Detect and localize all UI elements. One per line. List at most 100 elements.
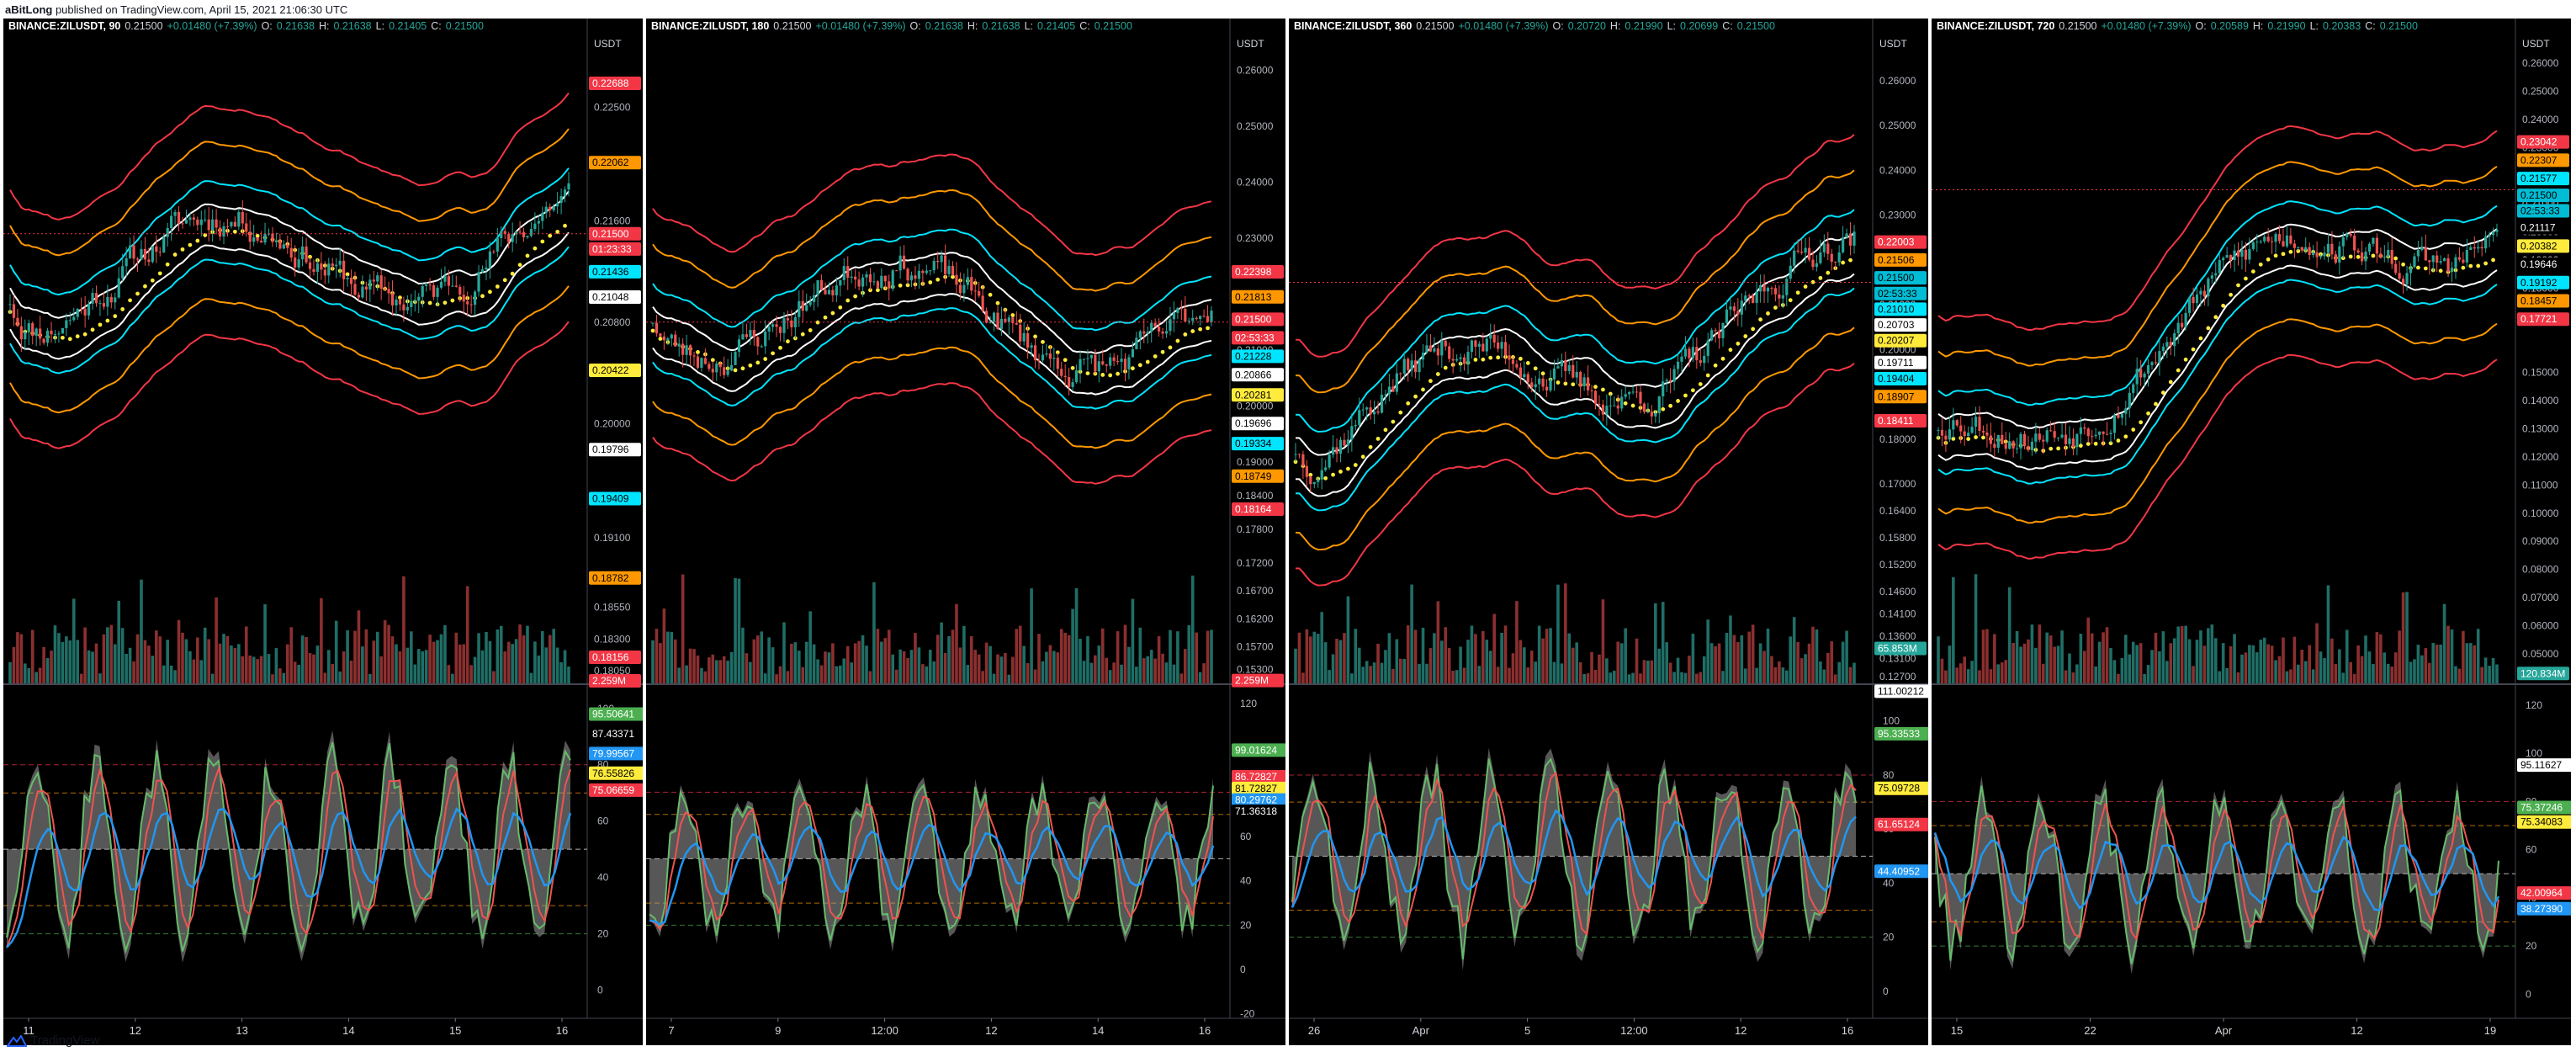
candle-body — [2413, 256, 2416, 268]
candle-body — [2161, 346, 2165, 352]
ema-dot — [1308, 472, 1313, 477]
price-badge-label: 0.21506 — [1878, 254, 1915, 266]
volume-bar — [278, 668, 282, 683]
candle-body — [2244, 249, 2248, 260]
volume-bar — [1131, 598, 1135, 683]
price-tick-label: 0.15000 — [2522, 367, 2559, 379]
osc-tick-label: 120 — [2526, 699, 2542, 711]
volume-bar — [1642, 660, 1646, 683]
ema-dot — [548, 233, 553, 238]
candle-body — [1056, 358, 1059, 369]
volume-bar — [1541, 638, 1545, 683]
candle-body — [1407, 359, 1410, 370]
volume-bar — [1142, 658, 1146, 683]
author-name[interactable]: aBitLong — [5, 3, 53, 16]
price-tick-label: 0.18300 — [594, 633, 631, 645]
volume-bar — [827, 652, 831, 683]
ema-dot — [995, 300, 1000, 305]
volume-bar — [458, 644, 462, 683]
candle-body — [2338, 246, 2341, 263]
volume-bar — [2180, 625, 2184, 683]
candle-body — [749, 330, 752, 337]
chart-panel-360[interactable]: BINANCE:ZILUSDT, 360 0.21500 +0.01480 (+7.… — [1289, 19, 1928, 1045]
volume-bar — [1067, 635, 1071, 683]
candle-body — [2356, 250, 2360, 252]
candle-body — [2450, 268, 2454, 273]
chart-svg[interactable]: USDT0.260000.250000.240000.230000.220000… — [1932, 19, 2571, 1045]
volume-bar — [1459, 646, 1462, 683]
ema-dot — [232, 229, 237, 234]
candle-body — [271, 233, 274, 242]
volume-bar — [655, 629, 659, 683]
price-tick-label: 0.26000 — [1237, 64, 1274, 76]
bollinger-outer2-upper — [1295, 134, 1855, 358]
volume-bar — [222, 634, 225, 683]
candle-body — [1094, 354, 1097, 372]
candle-body — [1462, 357, 1466, 364]
volume-bar — [1519, 640, 1523, 683]
price-badge — [2517, 667, 2569, 681]
osc-badge — [2517, 758, 2571, 773]
volume-bar — [19, 634, 24, 683]
volume-bar — [696, 655, 700, 683]
chart-panel-720[interactable]: BINANCE:ZILUSDT, 720 0.21500 +0.01480 (+7.… — [1932, 19, 2571, 1045]
candle-body — [842, 266, 845, 280]
ema-dot — [165, 262, 170, 267]
candle-body — [2202, 290, 2207, 297]
ema-dot — [1841, 260, 1846, 265]
ema-dot — [488, 289, 492, 295]
chart-panel-180[interactable]: BINANCE:ZILUSDT, 180 0.21500 +0.01480 (+7.… — [646, 19, 1285, 1045]
ema-dot — [2483, 261, 2489, 266]
candle-body — [1552, 368, 1556, 380]
candle-body — [421, 285, 424, 297]
volume-bar — [1959, 663, 1963, 683]
volume-bar — [1485, 640, 1489, 683]
volume-bar — [745, 653, 749, 683]
candle-body — [1695, 347, 1699, 361]
ema-dot — [1773, 305, 1778, 310]
chart-svg[interactable]: USDT0.225000.216000.208000.200000.191000… — [3, 19, 643, 1045]
ema-dot — [517, 263, 522, 268]
volume-bar — [1605, 658, 1609, 683]
price-badge-label: 0.19409 — [592, 492, 629, 504]
candle-body — [541, 212, 544, 221]
candle-body — [2277, 234, 2282, 242]
chart-panel-90[interactable]: BINANCE:ZILUSDT, 90 0.21500 +0.01480 (+7.3… — [3, 19, 643, 1045]
bollinger-mid-lower — [652, 293, 1212, 396]
volume-bar — [233, 648, 237, 683]
candle-body — [1642, 403, 1646, 412]
price-badge-label: 0.17721 — [2520, 313, 2557, 325]
candle-body — [1153, 322, 1157, 327]
volume-bar — [1755, 667, 1758, 683]
chart-svg[interactable]: USDT0.260000.250000.240000.230000.220000… — [1289, 19, 1928, 1045]
ema-dot — [2191, 347, 2196, 352]
tradingview-footer[interactable]: TradingView — [7, 1033, 100, 1048]
candle-body — [1755, 291, 1758, 303]
volume-bar — [1500, 632, 1503, 683]
ema-dot — [143, 284, 147, 289]
volume-bar — [196, 637, 199, 683]
candle-body — [793, 316, 797, 327]
candle-body — [2154, 362, 2158, 364]
osc-signal-line — [1291, 771, 1857, 942]
osc-badge-label: 99.01624 — [1235, 744, 1277, 756]
volume-bar — [1721, 671, 1725, 683]
volume-bar — [353, 630, 357, 683]
volume-bar — [1305, 629, 1309, 683]
chart-svg[interactable]: USDT0.260000.250000.240000.230000.220000… — [646, 19, 1285, 1045]
price-badge — [2517, 294, 2569, 308]
volume-bar — [1586, 673, 1590, 683]
candle-body — [1387, 386, 1391, 395]
volume-bar — [106, 627, 109, 683]
osc-tick-label: 40 — [1240, 875, 1252, 887]
candle-body — [184, 220, 188, 224]
volume-bar — [252, 656, 256, 683]
volume-bar — [729, 651, 734, 683]
currency-label: USDT — [2522, 38, 2550, 50]
price-badge — [1874, 235, 1927, 249]
candle-body — [786, 318, 790, 321]
osc-tick-label: 40 — [1883, 877, 1895, 889]
price-badge — [2517, 258, 2569, 272]
candle-body — [1485, 338, 1488, 352]
volume-bar — [1560, 663, 1564, 683]
